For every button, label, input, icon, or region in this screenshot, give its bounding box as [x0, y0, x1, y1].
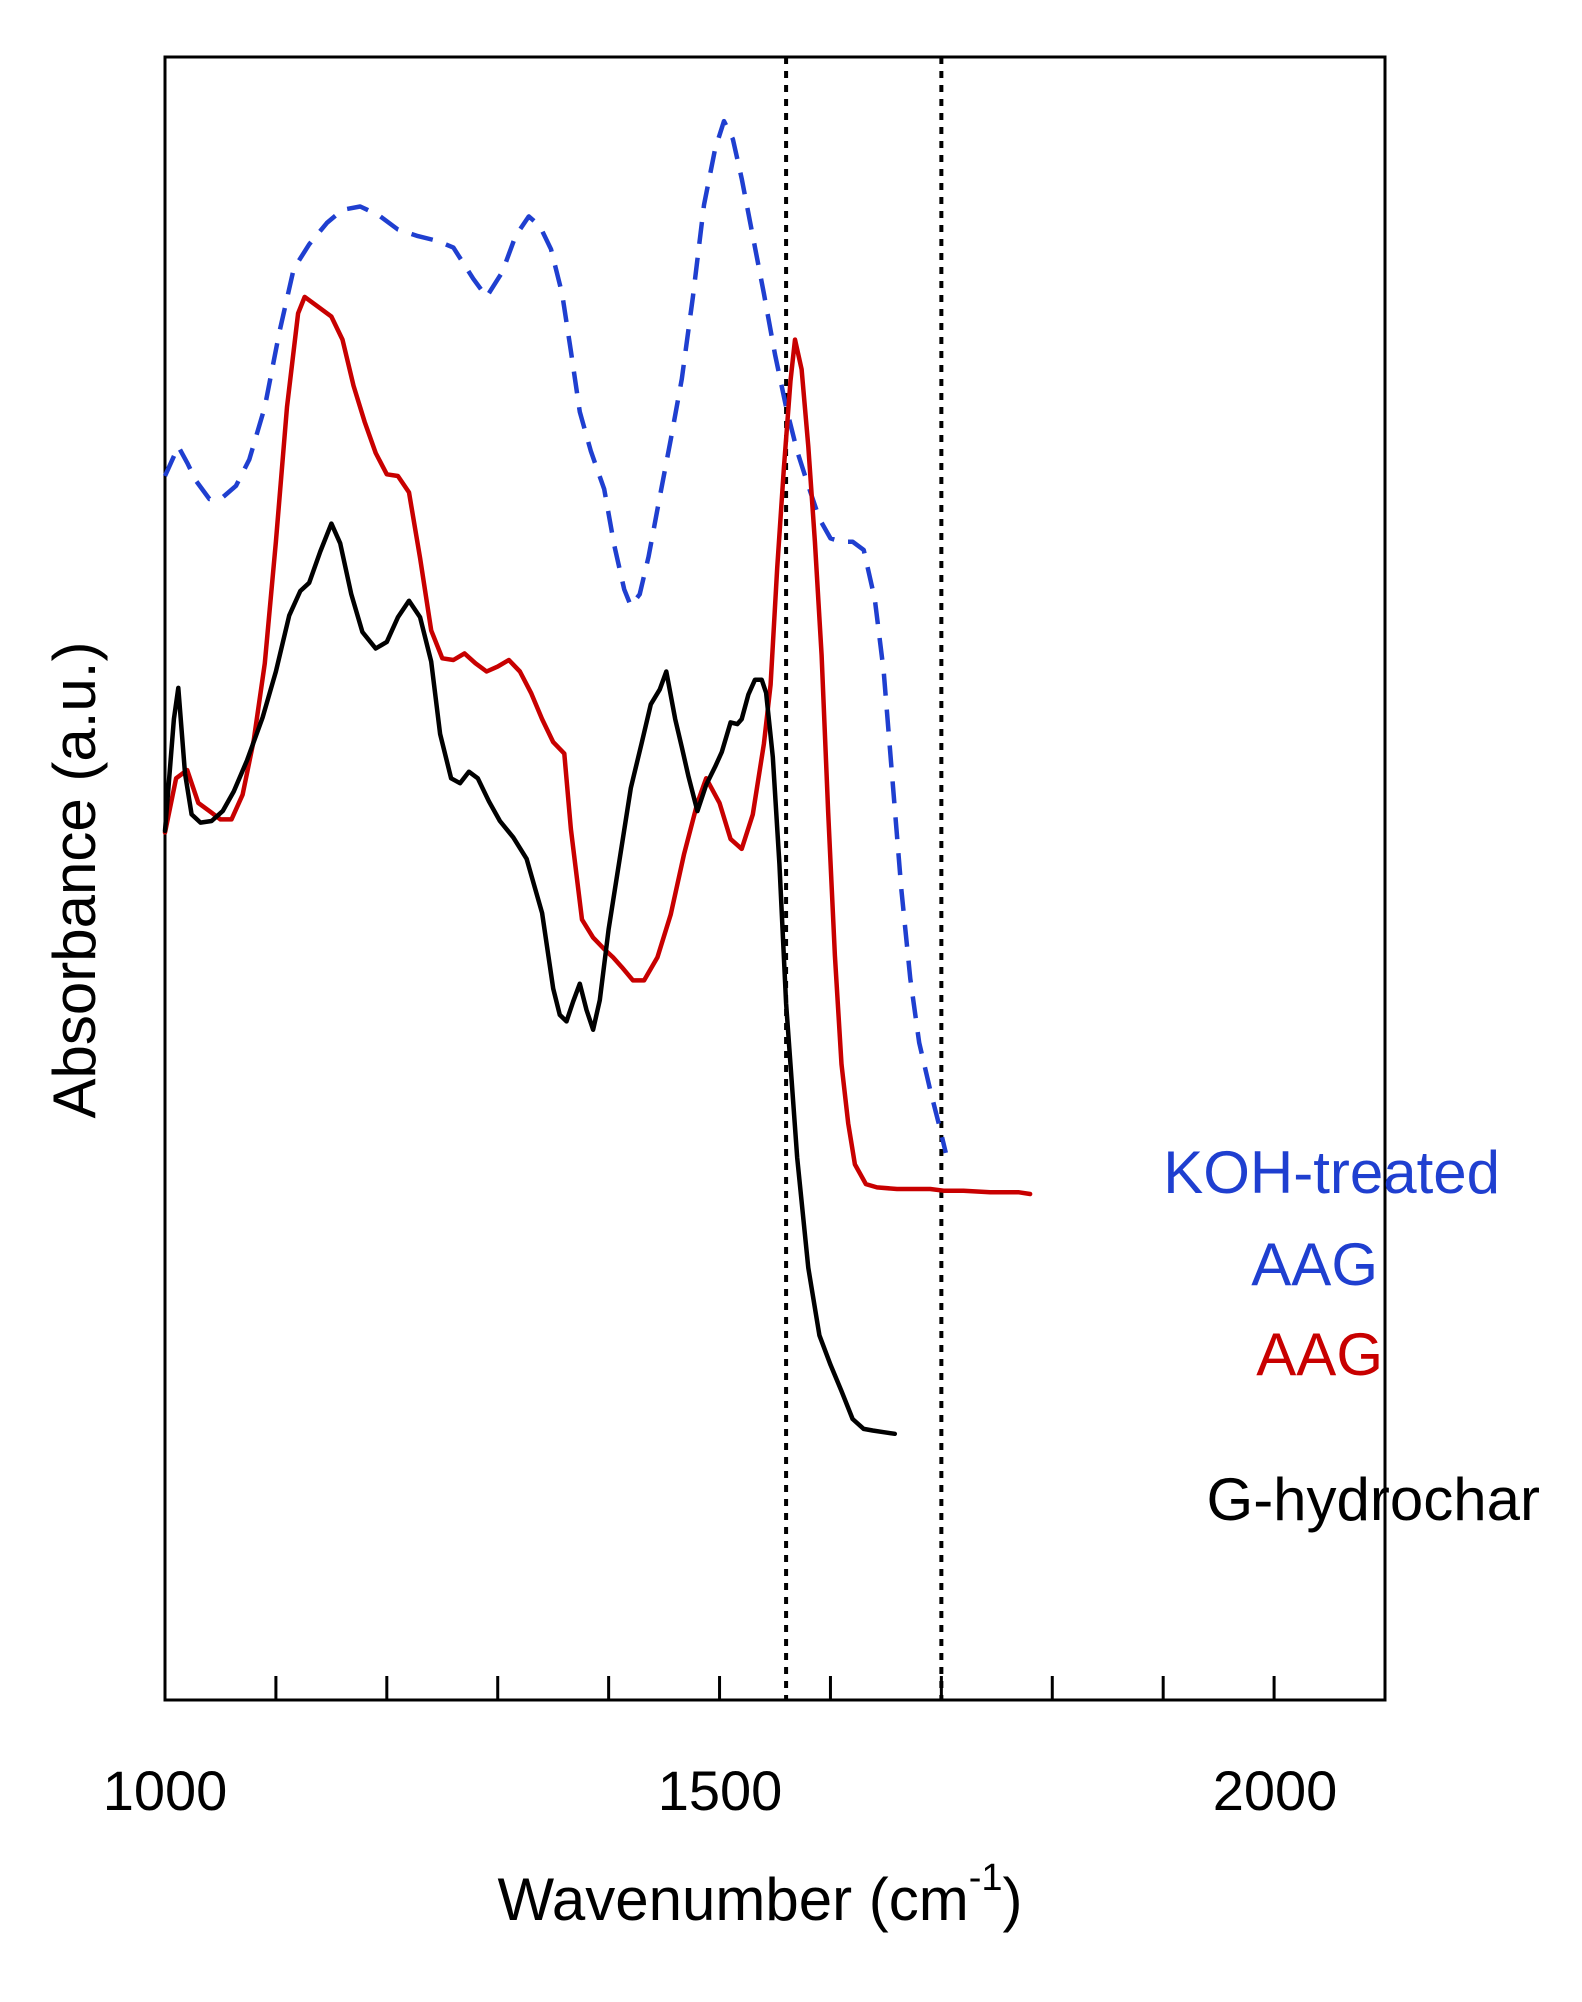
series-group: [162, 118, 1033, 1437]
x-tick-label-1000: 1000: [103, 1759, 228, 1822]
x-tick-label-1500: 1500: [658, 1759, 783, 1822]
series-line-g-hydrochar: [162, 521, 898, 1437]
series-label-koh-line1: KOH-treated: [1163, 1139, 1500, 1206]
x-axis-title-suffix: ): [1003, 1866, 1023, 1933]
series-label-g-hydrochar: G-hydrochar: [1207, 1466, 1540, 1533]
series-line-koh-treated-aag: [162, 118, 948, 1154]
x-axis-title-superscript: -1: [969, 1857, 1003, 1899]
x-axis-ticks: [163, 1676, 1276, 1700]
series-label-aag: AAG: [1256, 1321, 1383, 1388]
series-label-koh-line2: AAG: [1251, 1231, 1378, 1298]
x-tick-label-2000: 2000: [1213, 1759, 1338, 1822]
y-axis-title: Absorbance (a.u.): [41, 642, 108, 1119]
reference-lines: [784, 57, 944, 1700]
x-axis-title: Wavenumber (cm-1): [498, 1857, 1023, 1933]
x-axis-title-main: Wavenumber (cm: [498, 1866, 969, 1933]
plot-frame: [163, 55, 1387, 1702]
series-line-aag: [162, 294, 1033, 1197]
